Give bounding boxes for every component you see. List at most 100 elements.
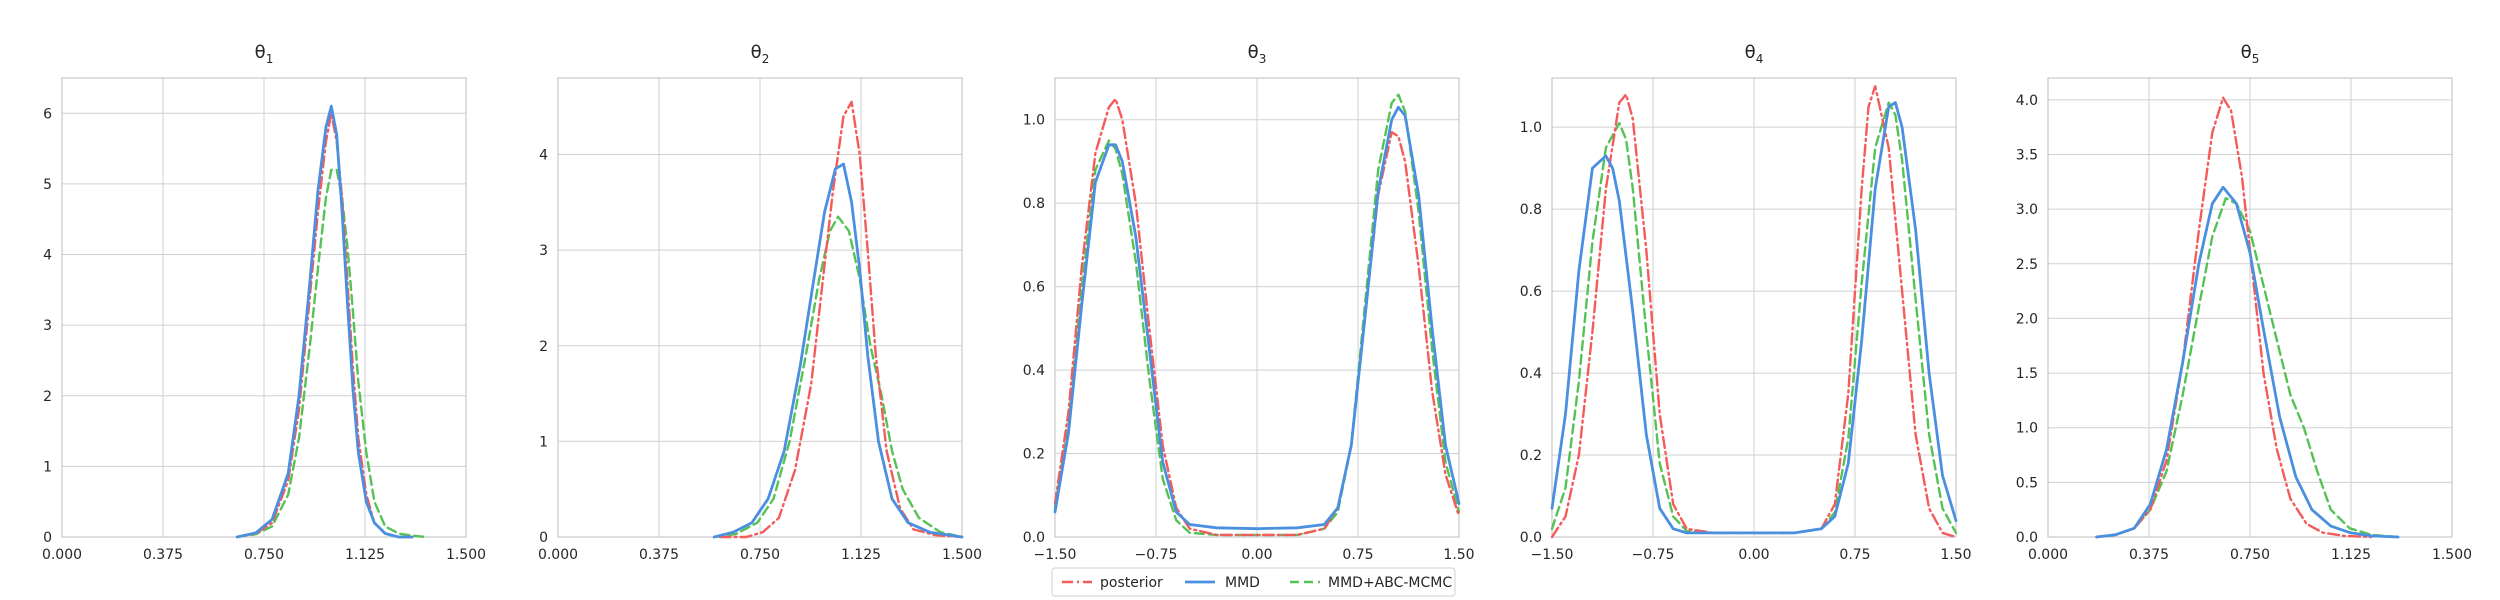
panel-title: θ2 bbox=[751, 42, 770, 66]
y-tick-label: 0 bbox=[43, 530, 52, 546]
panel-title-subscript: 5 bbox=[2252, 52, 2260, 66]
x-tick-label: 1.50 bbox=[1940, 547, 1971, 563]
legend-label-mmd-abc-mcmc: MMD+ABC-MCMC bbox=[1328, 575, 1452, 591]
series-line-mmd-abc-mcmc bbox=[713, 215, 964, 539]
panel-title: θ1 bbox=[255, 42, 274, 66]
legend-box bbox=[1051, 567, 1456, 597]
panel-5: θ5 0.000 0.375 0.750 1.125 1.500 0.0 0.5 1.0 1.5 2… bbox=[2016, 42, 2472, 563]
y-tick-label: 3.0 bbox=[2016, 202, 2038, 218]
y-tick-label: 2.0 bbox=[2016, 311, 2038, 327]
panel-title: θ4 bbox=[1745, 42, 1764, 66]
x-tick-label: 1.125 bbox=[841, 547, 881, 563]
x-tick-label: 0.000 bbox=[2028, 547, 2068, 563]
y-tick-label: 2 bbox=[539, 339, 548, 355]
y-tick-label: 0.4 bbox=[1520, 366, 1542, 382]
series-line-mmd-abc-mcmc bbox=[235, 168, 427, 539]
y-tick-label: 3.5 bbox=[2016, 148, 2038, 164]
x-tick-label: 1.500 bbox=[446, 547, 486, 563]
series-line-posterior bbox=[2095, 96, 2373, 539]
y-tick-label: 0 bbox=[539, 530, 548, 546]
y-tick-label: 4.0 bbox=[2016, 93, 2038, 109]
panel-4: θ4 −1.50 −0.75 0.00 0.75 1.50 0.0 0.2 0.4 0.6 0.8 1… bbox=[1520, 42, 1972, 563]
y-tick-label: 0.0 bbox=[1023, 530, 1045, 546]
y-tick-label: 6 bbox=[43, 106, 52, 122]
y-tick-label: 0.5 bbox=[2016, 475, 2038, 491]
x-tick-label: −0.75 bbox=[1135, 547, 1178, 563]
y-tick-label: 3 bbox=[539, 243, 548, 259]
series-line-mmd-abc-mcmc bbox=[2095, 197, 2400, 539]
y-tick-label: 4 bbox=[43, 248, 52, 264]
x-tick-label: 0.750 bbox=[740, 547, 780, 563]
y-tick-label: 0.8 bbox=[1520, 202, 1542, 218]
x-tick-label: −1.50 bbox=[1531, 547, 1574, 563]
x-tick-label: 0.375 bbox=[639, 547, 679, 563]
x-tick-label: 0.75 bbox=[1342, 547, 1373, 563]
x-tick-label: 0.000 bbox=[42, 547, 82, 563]
legend-label-mmd: MMD bbox=[1225, 575, 1260, 591]
series-line-mmd bbox=[712, 162, 964, 539]
axes-frame bbox=[557, 77, 963, 538]
axes-frame bbox=[2047, 77, 2453, 538]
series-line-mmd bbox=[1053, 105, 1461, 531]
y-tick-label: 0.8 bbox=[1023, 196, 1045, 212]
panel-title: θ3 bbox=[1248, 42, 1267, 66]
x-tick-label: −0.75 bbox=[1632, 547, 1675, 563]
series-line-mmd bbox=[235, 104, 414, 539]
x-tick-label: 1.500 bbox=[942, 547, 982, 563]
y-tick-label: 0.0 bbox=[1520, 530, 1542, 546]
x-tick-label: 0.00 bbox=[1241, 547, 1272, 563]
x-tick-label: 1.500 bbox=[2432, 547, 2472, 563]
panel-title-symbol: θ bbox=[255, 42, 266, 63]
y-tick-label: 1 bbox=[539, 434, 548, 450]
panel-title-symbol: θ bbox=[751, 42, 762, 63]
panel-title-symbol: θ bbox=[1248, 42, 1259, 63]
y-tick-label: 5 bbox=[43, 177, 52, 193]
panel-title-subscript: 4 bbox=[1756, 52, 1764, 66]
legend: posterior MMD MMD+ABC-MCMC bbox=[1051, 567, 1456, 597]
panels: θ10.000 0.375 0.750 1.125 1.5000123456θ20.00… bbox=[42, 42, 2472, 563]
y-tick-label: 0.2 bbox=[1023, 447, 1045, 463]
x-tick-label: −1.50 bbox=[1034, 547, 1077, 563]
panel-title-symbol: θ bbox=[1745, 42, 1756, 63]
panel-title: θ5 bbox=[2241, 42, 2260, 66]
x-tick-label: 0.375 bbox=[2129, 547, 2169, 563]
y-tick-label: 3 bbox=[43, 318, 52, 334]
y-tick-label: 0.2 bbox=[1520, 448, 1542, 464]
x-tick-label: 0.750 bbox=[244, 547, 284, 563]
axes-frame bbox=[1054, 77, 1460, 538]
y-tick-label: 1.0 bbox=[1023, 113, 1045, 129]
y-tick-label: 1.5 bbox=[2016, 366, 2038, 382]
y-tick-label: 1.0 bbox=[2016, 421, 2038, 437]
axes-frame bbox=[1551, 77, 1957, 538]
y-tick-label: 1.0 bbox=[1520, 120, 1542, 136]
panel-title-subscript: 1 bbox=[266, 52, 274, 66]
y-tick-label: 0.4 bbox=[1023, 363, 1045, 379]
series-line-mmd bbox=[1550, 101, 1958, 535]
y-tick-label: 1 bbox=[43, 459, 52, 475]
panel-title-symbol: θ bbox=[2241, 42, 2252, 63]
series-line-posterior bbox=[1053, 97, 1461, 537]
legend-label-posterior: posterior bbox=[1100, 575, 1163, 591]
y-tick-label: 0.0 bbox=[2016, 530, 2038, 546]
x-tick-label: 0.375 bbox=[143, 547, 183, 563]
series-line-mmd bbox=[2095, 185, 2400, 539]
y-tick-label: 2 bbox=[43, 389, 52, 405]
y-tick-label: 4 bbox=[539, 148, 548, 164]
y-tick-label: 0.6 bbox=[1520, 284, 1542, 300]
panel-3: θ3 −1.50 −0.75 0.00 0.75 1.50 0.0 0.2 0.4 0.6 0.8 1… bbox=[1023, 42, 1475, 563]
x-tick-label: 0.00 bbox=[1738, 547, 1769, 563]
x-tick-label: 0.000 bbox=[538, 547, 578, 563]
axes-frame bbox=[61, 77, 467, 538]
panel-title-subscript: 3 bbox=[1259, 52, 1267, 66]
x-tick-label: 1.125 bbox=[2331, 547, 2371, 563]
x-tick-label: 0.75 bbox=[1839, 547, 1870, 563]
y-tick-label: 2.5 bbox=[2016, 257, 2038, 273]
panel-title-subscript: 2 bbox=[762, 52, 770, 66]
x-tick-label: 0.750 bbox=[2230, 547, 2270, 563]
x-tick-label: 1.50 bbox=[1443, 547, 1474, 563]
y-tick-label: 0.6 bbox=[1023, 280, 1045, 296]
x-tick-label: 1.125 bbox=[345, 547, 385, 563]
